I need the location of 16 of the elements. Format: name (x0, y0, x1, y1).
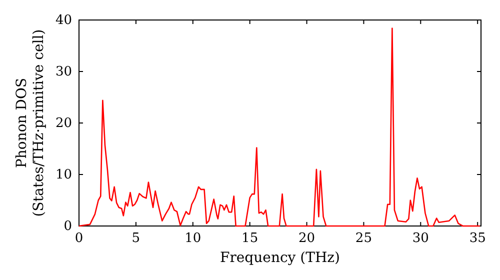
x-tick-label: 0 (74, 231, 84, 246)
y-tick-label: 0 (64, 219, 72, 234)
x-tick-label: 5 (132, 231, 140, 246)
y-axis-title: Phonon DOS (States/THz·primitive cell) (14, 29, 47, 217)
y-tick-label: 20 (55, 116, 72, 132)
y-tick-label: 10 (55, 168, 72, 183)
y-tick-label: 40 (55, 13, 72, 28)
x-tick-label: 30 (412, 231, 429, 246)
x-tick-label: 15 (242, 231, 258, 246)
x-axis-title: Frequency (THz) (220, 250, 340, 266)
y-tick-label: 30 (55, 64, 72, 80)
x-tick-label: 20 (298, 231, 316, 246)
x-tick-label: 25 (355, 231, 372, 246)
line-series (78, 28, 481, 227)
x-tick-label: 35 (469, 231, 486, 246)
x-tick-label: 10 (184, 231, 202, 246)
